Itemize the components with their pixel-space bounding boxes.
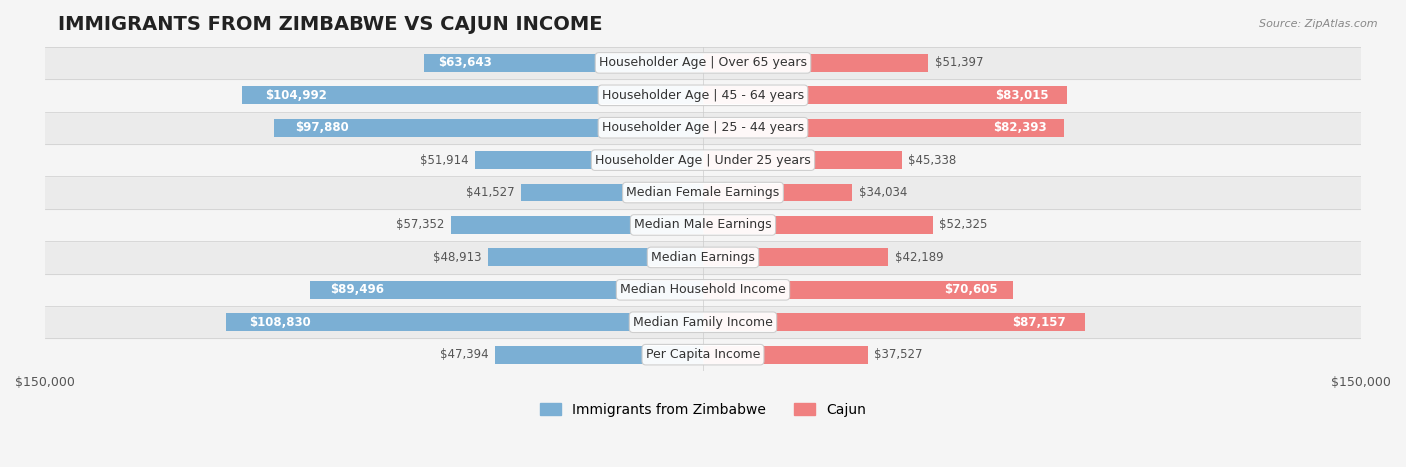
Bar [225, 313, 703, 331]
Text: Per Capita Income: Per Capita Income [645, 348, 761, 361]
Text: $104,992: $104,992 [266, 89, 328, 102]
Text: $48,913: $48,913 [433, 251, 482, 264]
Text: IMMIGRANTS FROM ZIMBABWE VS CAJUN INCOME: IMMIGRANTS FROM ZIMBABWE VS CAJUN INCOME [58, 15, 603, 34]
Bar [311, 281, 703, 299]
Text: $47,394: $47,394 [440, 348, 488, 361]
Bar [423, 54, 703, 72]
Bar [703, 184, 852, 201]
Text: $57,352: $57,352 [396, 219, 444, 232]
Text: $108,830: $108,830 [249, 316, 311, 329]
Bar [45, 79, 1361, 112]
Text: Median Family Income: Median Family Income [633, 316, 773, 329]
Bar [242, 86, 703, 104]
Text: $82,393: $82,393 [993, 121, 1046, 134]
Text: $34,034: $34,034 [859, 186, 907, 199]
Bar [475, 151, 703, 169]
Text: $70,605: $70,605 [943, 283, 997, 297]
Bar [520, 184, 703, 201]
Bar [703, 119, 1064, 137]
Text: $51,397: $51,397 [935, 57, 984, 70]
Bar [703, 281, 1012, 299]
Text: Householder Age | 25 - 44 years: Householder Age | 25 - 44 years [602, 121, 804, 134]
Bar [703, 248, 889, 266]
Text: $45,338: $45,338 [908, 154, 956, 167]
Legend: Immigrants from Zimbabwe, Cajun: Immigrants from Zimbabwe, Cajun [534, 397, 872, 422]
Text: $63,643: $63,643 [437, 57, 492, 70]
Text: Median Male Earnings: Median Male Earnings [634, 219, 772, 232]
Bar [703, 313, 1085, 331]
Text: Source: ZipAtlas.com: Source: ZipAtlas.com [1260, 19, 1378, 28]
Text: $87,157: $87,157 [1012, 316, 1066, 329]
Bar [703, 216, 932, 234]
Bar [45, 209, 1361, 241]
Bar [703, 346, 868, 364]
Bar [274, 119, 703, 137]
Bar [703, 54, 928, 72]
Bar [703, 151, 901, 169]
Text: $37,527: $37,527 [875, 348, 922, 361]
Bar [488, 248, 703, 266]
Bar [703, 86, 1067, 104]
Text: Householder Age | Under 25 years: Householder Age | Under 25 years [595, 154, 811, 167]
Bar [45, 306, 1361, 339]
Text: Median Earnings: Median Earnings [651, 251, 755, 264]
Bar [451, 216, 703, 234]
Text: $89,496: $89,496 [330, 283, 384, 297]
Text: Householder Age | 45 - 64 years: Householder Age | 45 - 64 years [602, 89, 804, 102]
Bar [45, 47, 1361, 79]
Bar [45, 112, 1361, 144]
Text: Householder Age | Over 65 years: Householder Age | Over 65 years [599, 57, 807, 70]
Text: $51,914: $51,914 [420, 154, 468, 167]
Bar [45, 144, 1361, 177]
Bar [45, 274, 1361, 306]
Text: $97,880: $97,880 [295, 121, 349, 134]
Text: $52,325: $52,325 [939, 219, 987, 232]
Text: Median Household Income: Median Household Income [620, 283, 786, 297]
Bar [495, 346, 703, 364]
Text: $42,189: $42,189 [894, 251, 943, 264]
Text: $41,527: $41,527 [465, 186, 515, 199]
Bar [45, 339, 1361, 371]
Text: $83,015: $83,015 [995, 89, 1049, 102]
Bar [45, 241, 1361, 274]
Bar [45, 177, 1361, 209]
Text: Median Female Earnings: Median Female Earnings [627, 186, 779, 199]
